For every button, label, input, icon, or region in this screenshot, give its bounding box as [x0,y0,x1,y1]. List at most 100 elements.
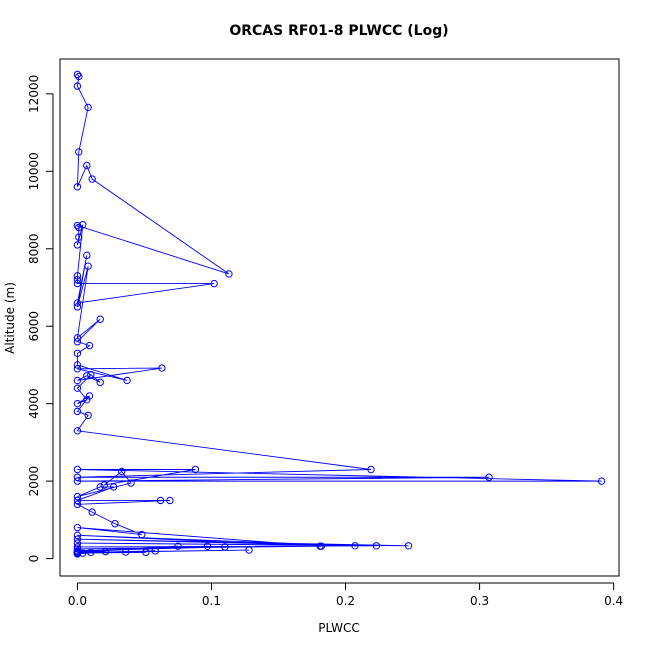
y-axis-label: Altitude (m) [3,282,17,354]
data-point [96,378,104,387]
data-point [73,334,82,342]
data-point [73,349,82,358]
data-point [73,407,82,416]
x-tick-label: 0.1 [202,594,221,608]
y-tick-label: 6000 [27,311,41,342]
data-point [73,303,82,311]
data-point [85,392,94,400]
data-point [156,496,165,505]
data-point [73,492,82,501]
data-point [111,520,119,528]
data-point [73,221,82,230]
data-point [73,276,82,284]
data-point [404,542,413,550]
data-point [83,372,91,380]
data-point [73,82,82,90]
data-point [73,465,82,474]
data-point [351,542,359,550]
data-point [100,481,108,489]
data-point [121,548,130,556]
data-point [96,315,104,323]
data-point [84,103,92,112]
data-point [87,370,95,379]
data-point [88,175,96,183]
data-point [221,543,229,551]
data-point [73,539,82,547]
data-point [123,376,131,385]
data-point [84,411,92,419]
data-point [73,535,82,543]
data-point [73,365,82,373]
data-point [73,523,82,532]
data-point [73,183,82,191]
data-point [73,361,82,369]
series-line [75,74,602,555]
data-point [158,364,166,372]
x-axis: 0.0 0.1 0.2 0.3 0.4 [68,582,623,608]
data-point [73,477,82,485]
x-tick-label: 0.0 [68,594,87,608]
y-tick-label: 12000 [27,75,41,113]
data-point [73,531,82,540]
data-point [109,483,118,491]
data-point [73,427,82,435]
data-point [73,338,82,346]
data-point [83,251,91,260]
data-point [73,70,82,79]
data-point [210,279,218,288]
data-point [597,477,606,485]
data-point [87,548,95,557]
data-point [151,547,159,555]
data-point [174,542,182,550]
data-point [225,270,233,278]
data-point [73,545,82,553]
y-tick-label: 4000 [27,388,41,419]
y-axis: 0 2000 4000 6000 8000 10000 12000 [27,75,54,563]
series-layer [73,70,606,558]
data-point [73,496,82,505]
data-point [79,549,87,557]
data-point [367,465,375,474]
data-point [73,279,82,288]
data-point [84,262,92,270]
x-tick-label: 0.2 [336,594,355,608]
y-tick-label: 10000 [27,152,41,190]
data-point [73,241,82,249]
y-tick-label: 8000 [27,233,41,264]
data-point [73,376,82,385]
x-tick-label: 0.4 [604,594,623,608]
x-axis-label: PLWCC [318,621,359,635]
data-point [485,473,493,481]
data-point [317,542,326,550]
data-point [101,547,110,556]
data-point [88,508,96,516]
data-point [245,546,253,554]
data-point [96,483,104,491]
y-tick-label: 2000 [27,466,41,497]
data-point [73,500,82,509]
data-point [191,465,200,474]
plot-frame [59,58,620,577]
data-point [73,299,82,307]
y-tick-label: 0 [27,555,41,563]
data-point [75,233,83,241]
data-point [117,467,126,476]
data-point [372,542,381,550]
data-point [73,549,82,558]
data-point [75,72,83,81]
data-point [73,272,82,280]
data-point [138,530,146,539]
data-point [166,496,174,505]
data-point [203,542,212,550]
data-point [75,148,83,156]
data-point [85,341,94,350]
data-point [73,399,82,408]
data-point [142,548,150,557]
data-point [73,473,82,481]
data-point [127,479,135,487]
data-point [79,221,87,229]
chart-title: ORCAS RF01-8 PLWCC (Log) [229,23,448,39]
x-tick-label: 0.3 [470,594,489,608]
